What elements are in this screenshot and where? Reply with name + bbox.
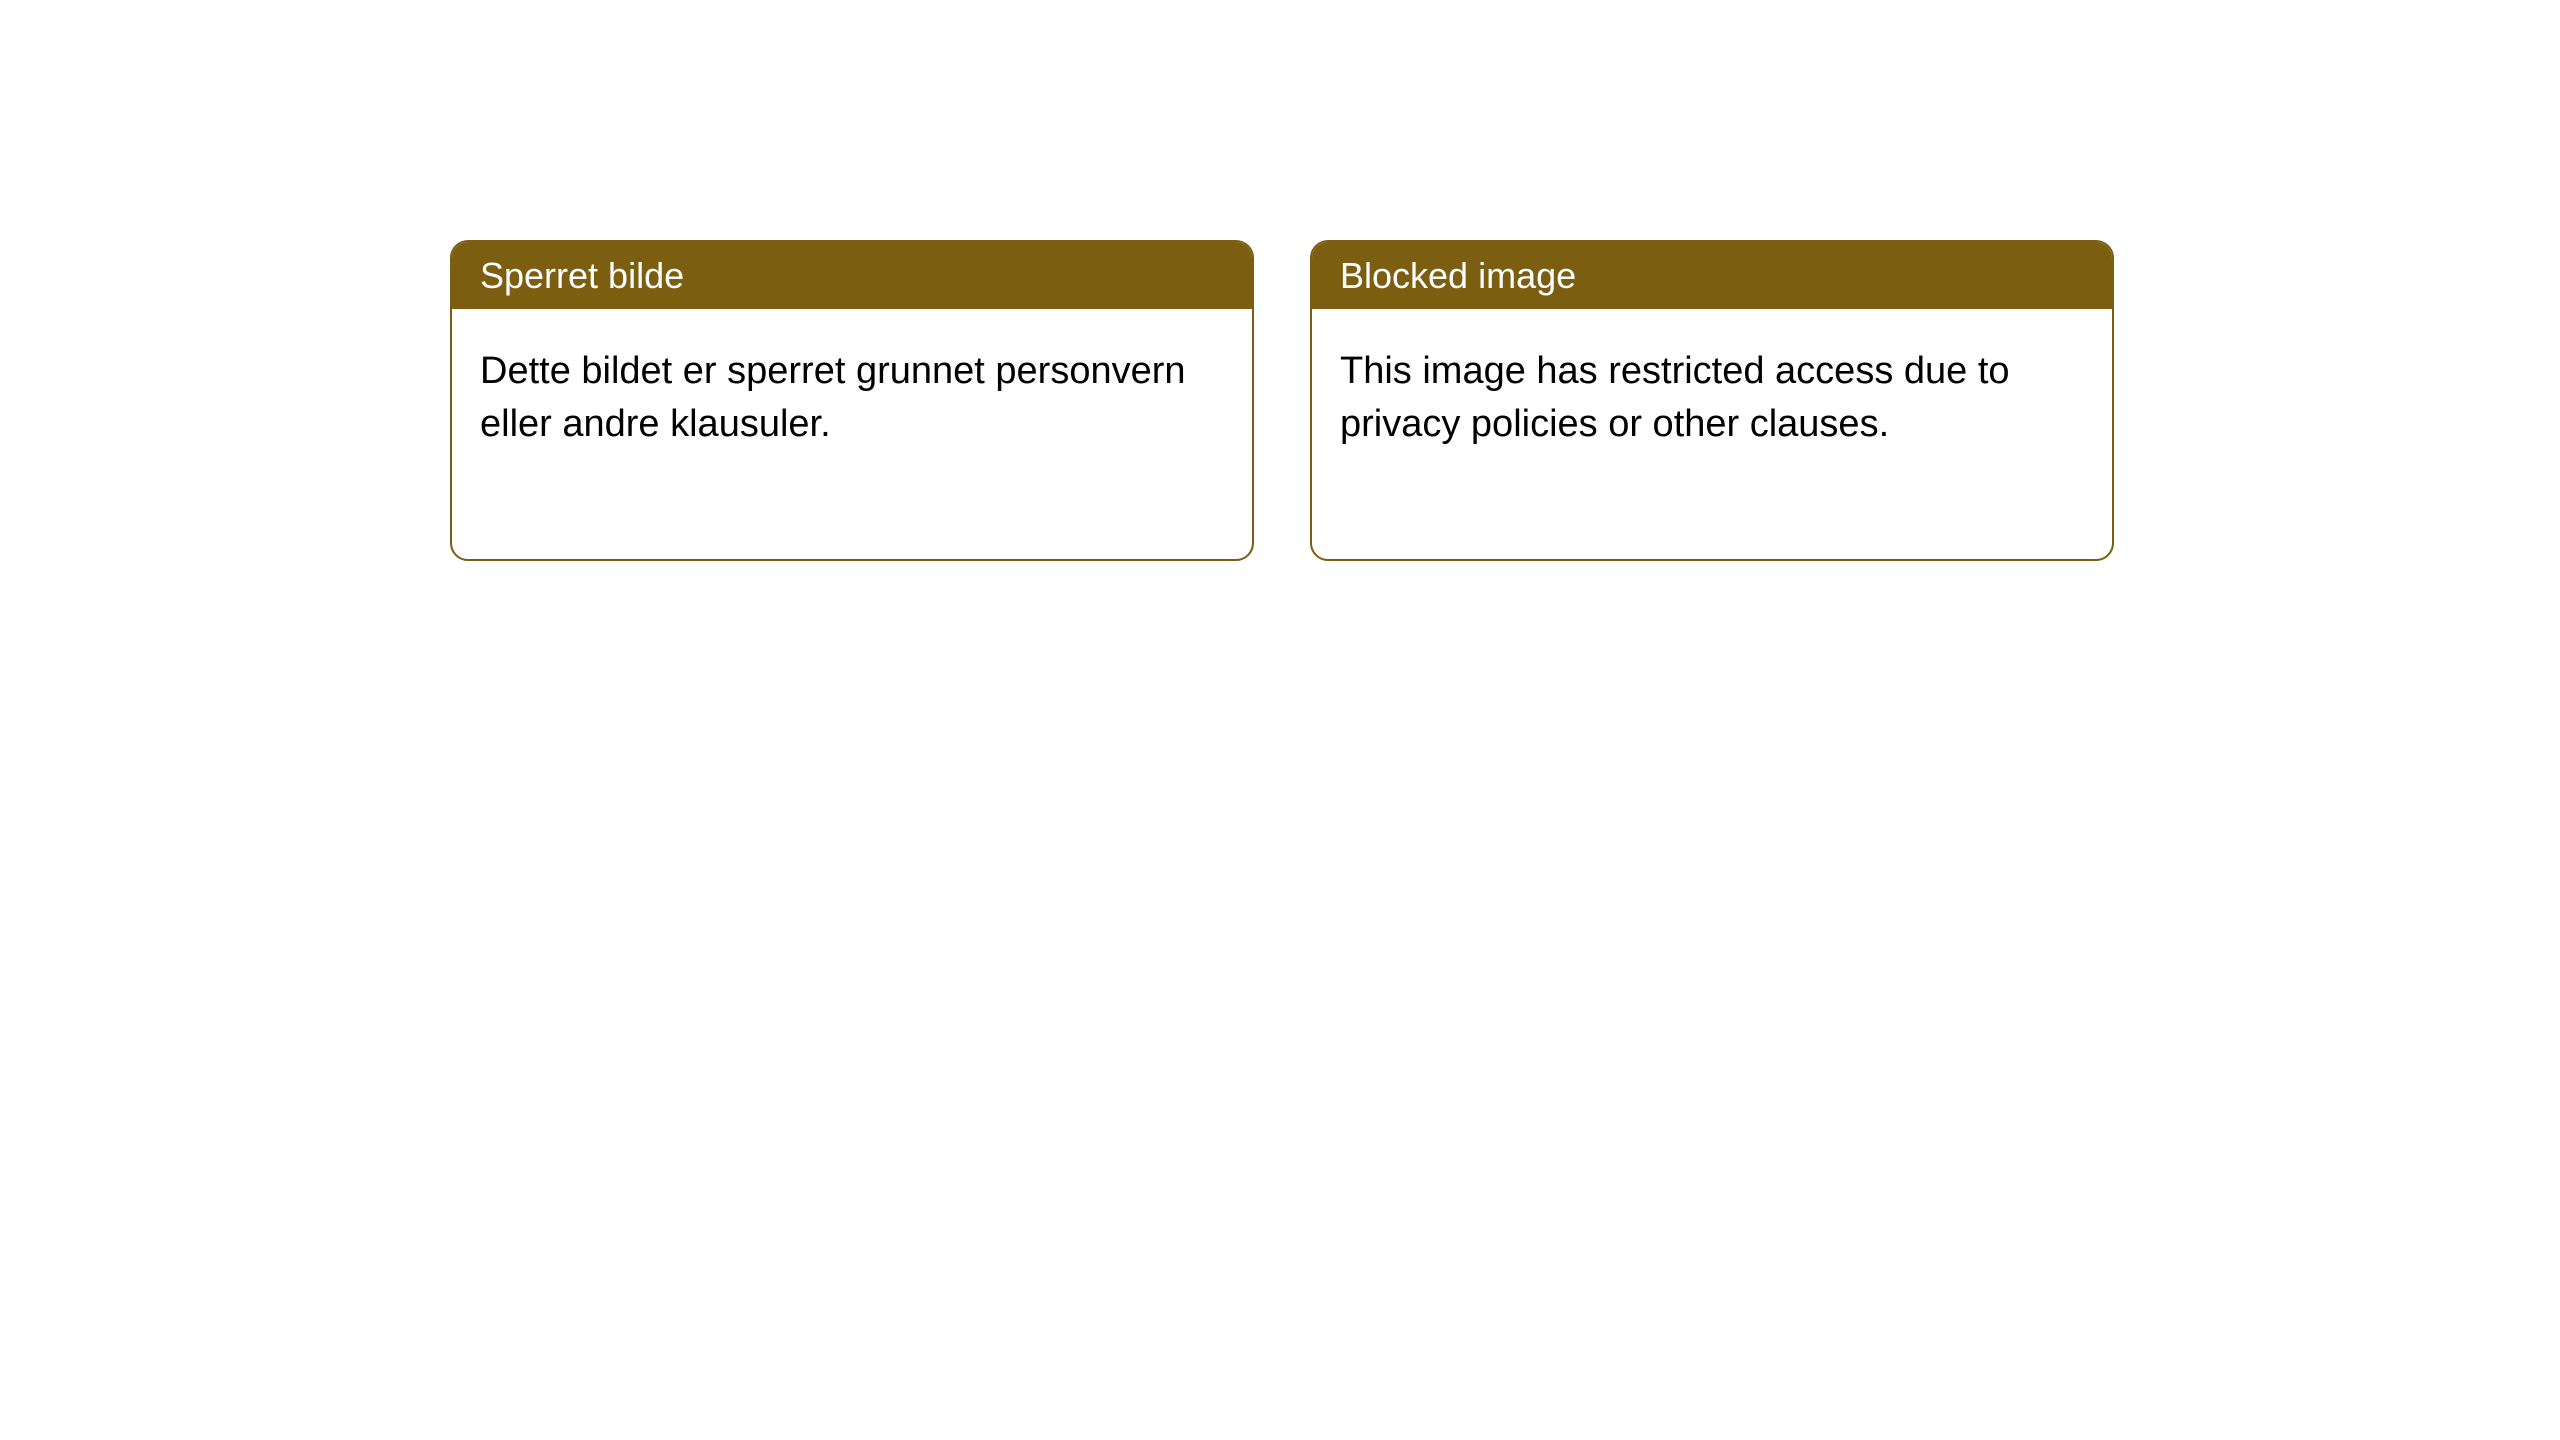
notice-body-english: This image has restricted access due to … (1312, 309, 2112, 559)
notice-box-english: Blocked image This image has restricted … (1310, 240, 2114, 561)
notice-container: Sperret bilde Dette bildet er sperret gr… (0, 0, 2560, 561)
notice-header-english: Blocked image (1312, 242, 2112, 309)
notice-header-norwegian: Sperret bilde (452, 242, 1252, 309)
notice-body-norwegian: Dette bildet er sperret grunnet personve… (452, 309, 1252, 559)
notice-box-norwegian: Sperret bilde Dette bildet er sperret gr… (450, 240, 1254, 561)
